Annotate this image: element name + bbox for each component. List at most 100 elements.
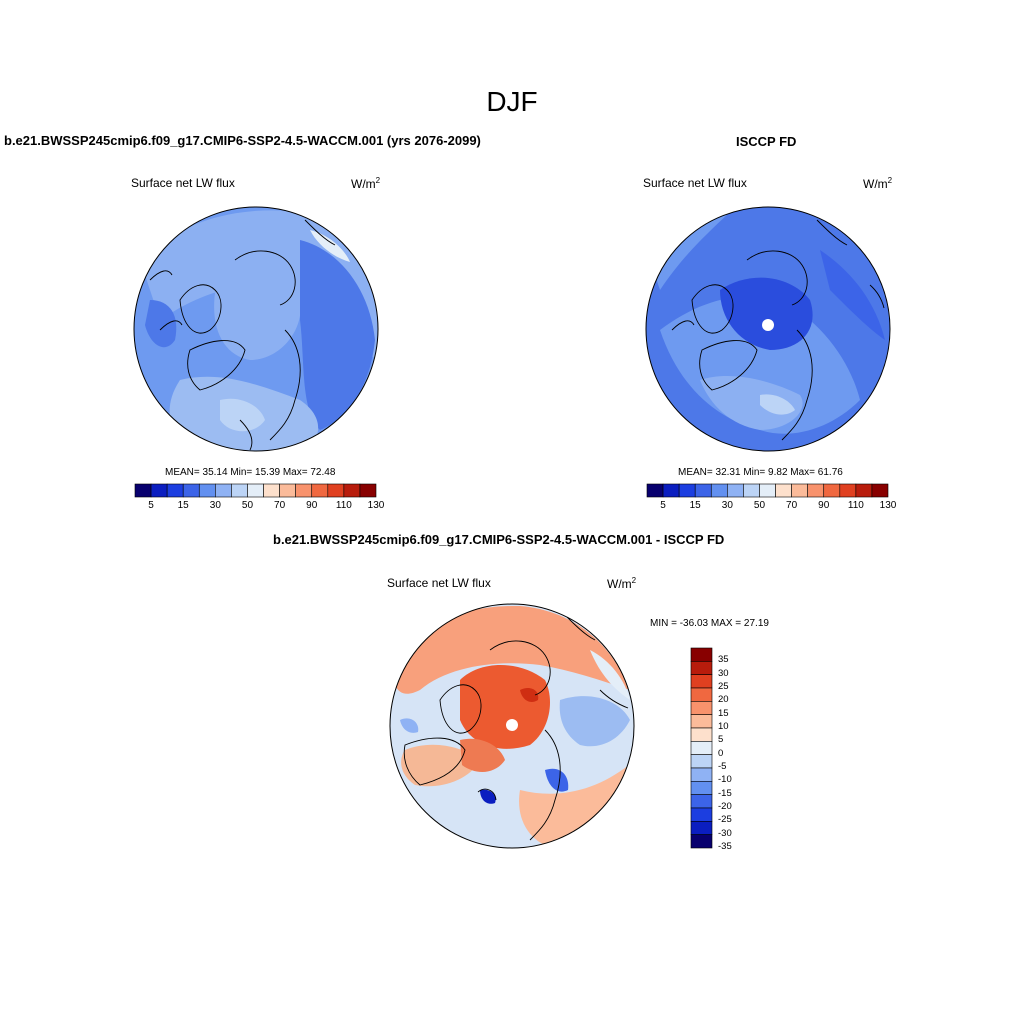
model-colorbar-tick-label: 30: [209, 500, 221, 511]
model-colorbar-tick-label: 130: [367, 500, 385, 511]
diff-polar-map: [389, 603, 635, 849]
diff-colorbar-swatch: [690, 727, 713, 742]
model-colorbar-swatch: [247, 483, 264, 498]
model-colorbar-swatch: [231, 483, 248, 498]
diff-colorbar-tick-label: -30: [718, 827, 732, 839]
obs-colorbar-tick-label: 90: [818, 500, 830, 511]
model-colorbar-swatch: [327, 483, 345, 498]
diff-colorbar-swatch: [690, 754, 713, 769]
diff-colorbar: [690, 647, 713, 849]
obs-colorbar-swatch: [759, 483, 776, 498]
obs-case-title: ISCCP FD: [736, 134, 797, 149]
diff-colorbar-swatch: [690, 741, 713, 755]
diff-colorbar-swatch: [690, 687, 713, 702]
model-case-title: b.e21.BWSSP245cmip6.f09_g17.CMIP6-SSP2-4…: [4, 133, 481, 148]
model-colorbar-swatch: [182, 483, 200, 498]
diff-colorbar-tick-label: 35: [718, 654, 729, 666]
obs-map-boundary: [645, 206, 891, 452]
obs-colorbar-swatch: [823, 483, 841, 498]
model-colorbar-tick-label: 5: [148, 500, 154, 511]
model-colorbar-tick-label: 15: [177, 500, 189, 511]
model-colorbar: [134, 483, 377, 498]
diff-colorbar-tick-label: -35: [718, 841, 732, 852]
model-colorbar-swatch: [198, 483, 216, 498]
model-polar-map: [133, 206, 379, 452]
model-colorbar-swatch: [359, 483, 377, 498]
obs-colorbar-tick-label: 15: [689, 500, 701, 511]
obs-colorbar-tick-label: 5: [660, 500, 666, 511]
model-colorbar-swatch: [215, 483, 232, 498]
diff-units-label: W/m2: [607, 576, 637, 591]
diff-pole-mask: [506, 719, 518, 731]
obs-colorbar-swatch: [807, 483, 825, 498]
obs-polar-map: [645, 206, 891, 452]
diff-colorbar-swatch: [690, 661, 713, 675]
obs-colorbar-swatch: [855, 483, 873, 498]
diff-colorbar-tick-label: -5: [718, 761, 727, 772]
model-colorbar-swatch: [279, 483, 296, 498]
diff-colorbar-tick-label: 15: [718, 707, 729, 719]
obs-units-label: W/m2: [863, 176, 893, 191]
model-colorbar-swatch: [295, 483, 313, 498]
obs-colorbar-tick-label: 130: [879, 500, 897, 511]
obs-colorbar-swatch: [791, 483, 808, 498]
obs-colorbar-swatch: [743, 483, 760, 498]
model-colorbar-tick-label: 90: [306, 500, 318, 511]
obs-colorbar-tick-label: 50: [753, 500, 766, 511]
obs-colorbar-swatch: [646, 483, 664, 498]
diff-colorbar-swatch: [690, 674, 713, 689]
diff-colorbar-tick-label: -10: [718, 774, 732, 786]
diff-colorbar-tick-label: -15: [718, 787, 732, 799]
obs-colorbar-swatch: [662, 483, 680, 498]
diff-colorbar-tick-label: 0: [718, 747, 724, 759]
diff-colorbar-swatch: [690, 714, 713, 729]
model-colorbar-swatch: [343, 483, 361, 498]
obs-pole-mask: [762, 319, 774, 331]
model-map-boundary: [133, 206, 379, 452]
diff-colorbar-swatch: [690, 807, 713, 822]
model-variable-label: Surface net LW flux: [131, 176, 235, 190]
obs-colorbar-swatch: [839, 483, 857, 498]
diff-colorbar-swatch: [690, 701, 713, 715]
diff-colorbar-swatch: [690, 647, 713, 662]
model-colorbar-tick-label: 50: [241, 500, 254, 511]
diff-colorbar-tick-label: 30: [718, 667, 729, 679]
model-colorbar-swatch: [150, 483, 168, 498]
diff-colorbar-swatch: [690, 821, 713, 835]
figure-title: DJF: [486, 86, 538, 117]
model-stats: MEAN= 35.14 Min= 15.39 Max= 72.48: [165, 467, 336, 478]
diff-case-title: b.e21.BWSSP245cmip6.f09_g17.CMIP6-SSP2-4…: [273, 532, 725, 547]
model-colorbar-swatch: [166, 483, 184, 498]
obs-colorbar-swatch: [694, 483, 712, 498]
diff-colorbar-swatch: [690, 781, 713, 795]
obs-colorbar-swatch: [678, 483, 696, 498]
obs-stats: MEAN= 32.31 Min= 9.82 Max= 61.76: [678, 467, 843, 478]
obs-colorbar-tick-label: 70: [786, 500, 798, 511]
obs-colorbar-swatch: [710, 483, 728, 498]
obs-colorbar-swatch: [727, 483, 744, 498]
diff-colorbar-tick-label: 10: [718, 721, 729, 732]
obs-colorbar-tick-label: 110: [847, 500, 864, 511]
diff-colorbar-swatch: [690, 794, 713, 809]
diff-stats: MIN = -36.03 MAX = 27.19: [650, 618, 769, 629]
obs-colorbar-tick-label: 30: [721, 500, 733, 511]
diff-colorbar-tick-label: -25: [718, 814, 732, 826]
diff-colorbar-tick-label: 25: [718, 681, 729, 692]
obs-variable-label: Surface net LW flux: [643, 176, 747, 190]
diff-colorbar-tick-label: 20: [718, 694, 729, 706]
diff-colorbar-tick-label: -20: [718, 801, 732, 812]
diff-map-boundary: [389, 603, 635, 849]
model-colorbar-swatch: [134, 483, 152, 498]
obs-colorbar-swatch: [871, 483, 889, 498]
model-colorbar-swatch: [263, 483, 280, 498]
model-units-label: W/m2: [351, 176, 381, 191]
diff-variable-label: Surface net LW flux: [387, 576, 491, 590]
obs-colorbar: [646, 483, 889, 498]
model-colorbar-tick-label: 110: [335, 500, 352, 511]
model-colorbar-swatch: [311, 483, 329, 498]
diff-colorbar-swatch: [690, 834, 713, 849]
diff-colorbar-swatch: [690, 767, 713, 782]
diff-colorbar-tick-label: 5: [718, 734, 724, 746]
obs-colorbar-swatch: [775, 483, 792, 498]
